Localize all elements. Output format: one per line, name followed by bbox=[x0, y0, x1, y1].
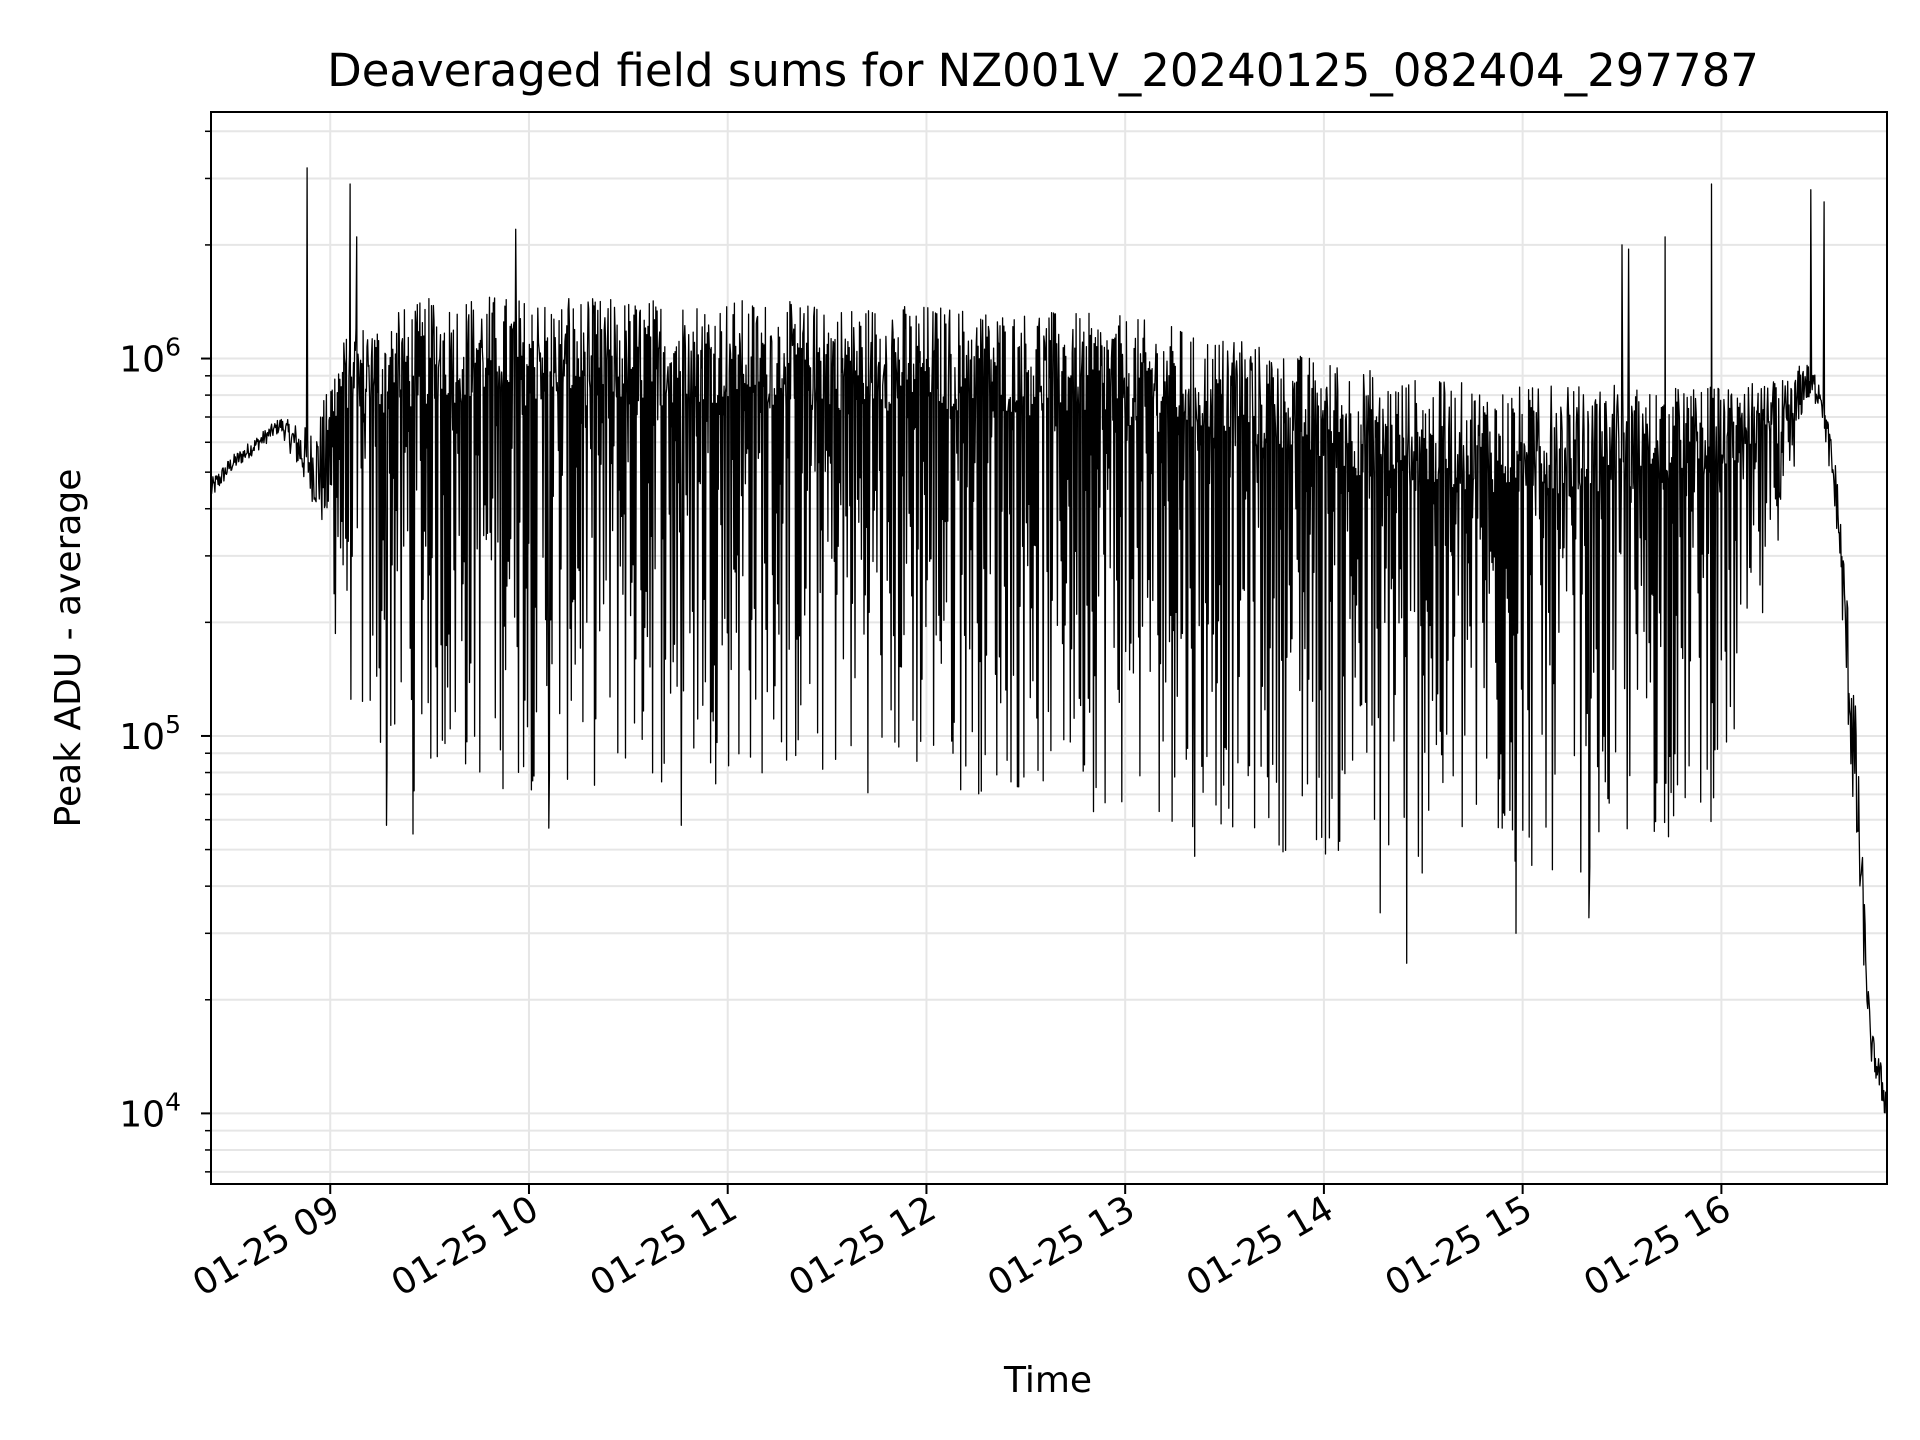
plot-frame bbox=[210, 111, 1888, 1185]
y-tick-label: 106 bbox=[119, 333, 181, 381]
y-tick-exponent: 4 bbox=[165, 1087, 181, 1116]
chart-title: Deaveraged field sums for NZ001V_2024012… bbox=[327, 44, 1759, 97]
y-tick-base: 10 bbox=[119, 340, 165, 381]
y-tick-base: 10 bbox=[119, 717, 165, 758]
series-line bbox=[210, 167, 1888, 1114]
x-axis-label: Time bbox=[1003, 1360, 1092, 1401]
series-path bbox=[210, 167, 1888, 1114]
y-tick-exponent: 5 bbox=[165, 710, 181, 739]
y-axis-label: Peak ADU - average bbox=[48, 469, 89, 828]
y-tick-label: 104 bbox=[119, 1087, 181, 1135]
y-tick-exponent: 6 bbox=[165, 333, 181, 362]
y-tick-base: 10 bbox=[119, 1094, 165, 1135]
y-tick-label: 105 bbox=[119, 710, 181, 758]
